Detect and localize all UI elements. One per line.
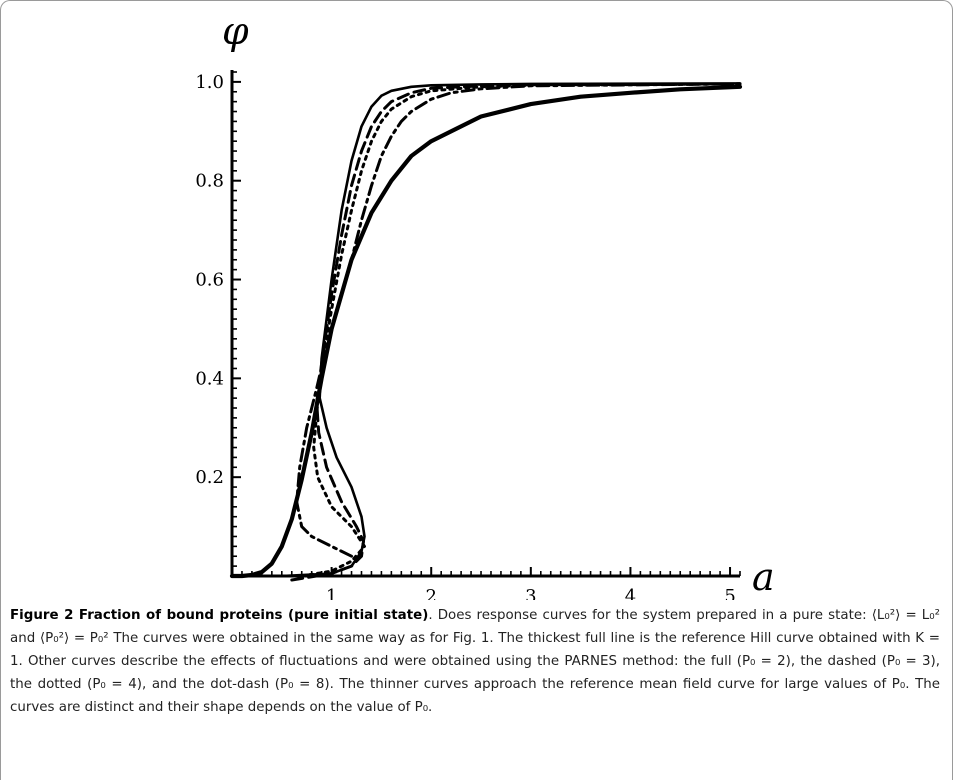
axis-ticks (232, 71, 741, 576)
caption-text: . Does response curves for the system pr… (10, 608, 941, 715)
data-series (229, 82, 743, 582)
axes (230, 70, 740, 578)
x-axis-label: a (752, 555, 775, 599)
y-axis-label: φ (222, 9, 249, 53)
series-dotted-line (300, 82, 742, 578)
series-dot-dash-line (295, 82, 742, 558)
y-tick-label: 1.0 (195, 72, 224, 93)
y-tick-label: 0.8 (195, 171, 224, 192)
figure-caption: Figure 2 Fraction of bound proteins (pur… (10, 604, 940, 719)
x-tick-label: 4 (625, 586, 636, 600)
tick-labels: 1 2 3 4 5 0.2 0.4 0.6 0.8 1.0 (195, 72, 735, 600)
series-thin-solid-line (280, 82, 742, 578)
y-tick-label: 0.2 (195, 467, 224, 488)
x-tick-label: 3 (525, 586, 536, 600)
x-tick-label: 1 (326, 586, 337, 600)
y-tick-label: 0.6 (195, 270, 224, 291)
x-tick-label: 5 (724, 586, 735, 600)
caption-title: Figure 2 Fraction of bound proteins (pur… (10, 608, 429, 623)
series-thick-solid-line (229, 84, 743, 579)
response-curve-chart: 1 2 3 4 5 0.2 0.4 0.6 0.8 1.0 φ a (195, 9, 775, 600)
x-tick-label: 2 (425, 586, 436, 600)
y-tick-label: 0.4 (195, 368, 224, 389)
